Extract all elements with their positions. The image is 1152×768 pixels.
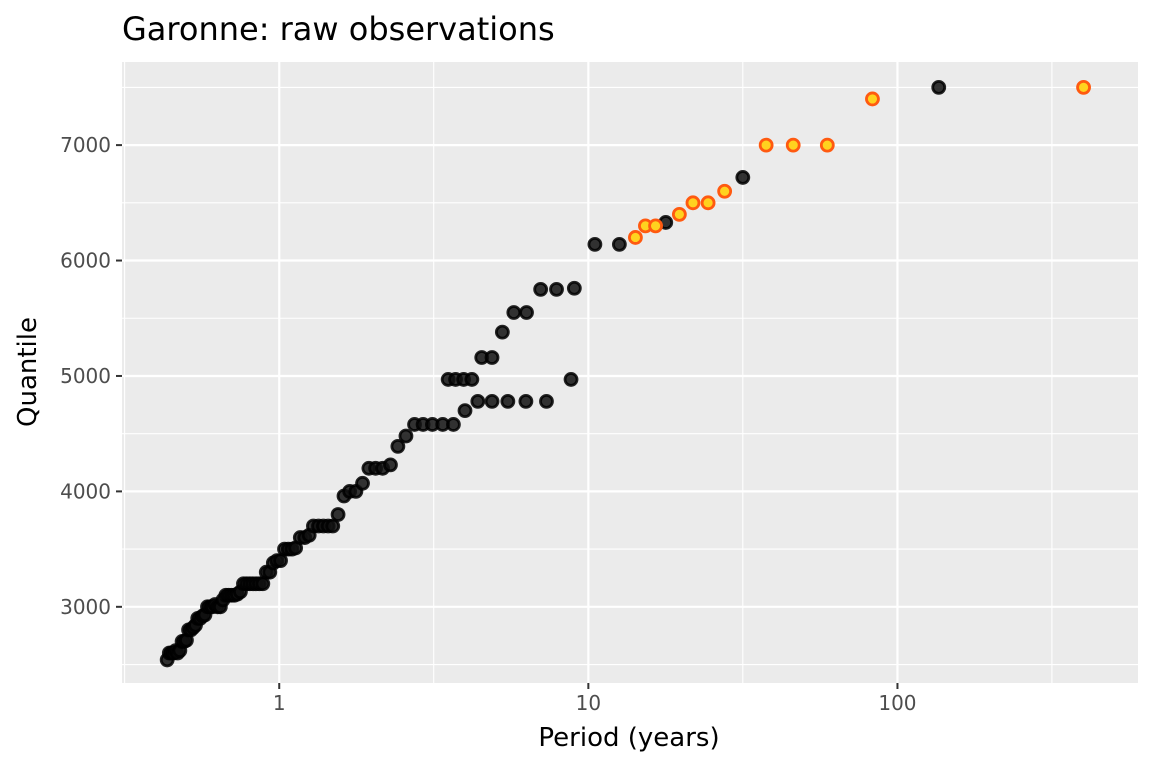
data-point-observed: [500, 393, 516, 409]
data-point-highlighted: [700, 195, 716, 211]
data-point-observed: [519, 305, 534, 320]
data-point-observed: [539, 393, 554, 409]
data-point-observed: [398, 428, 414, 444]
data-point-observed: [383, 457, 398, 473]
data-point-highlighted: [1076, 79, 1091, 95]
data-point-highlighted: [785, 137, 801, 153]
axis-ticks: [116, 144, 899, 689]
data-point-highlighted: [717, 183, 733, 199]
y-tick-label: 4000: [60, 479, 111, 503]
data-point-observed: [484, 393, 500, 409]
y-tick-label: 6000: [60, 249, 111, 273]
data-point-observed: [533, 281, 549, 297]
data-point-observed: [506, 305, 522, 320]
data-point-observed: [587, 236, 603, 252]
data-point-observed: [325, 518, 341, 534]
data-point-observed: [464, 372, 480, 387]
x-tick-label: 100: [878, 691, 916, 715]
data-point-observed: [549, 281, 564, 297]
data-points: [159, 79, 1091, 668]
data-point-observed: [735, 170, 751, 185]
data-point-observed: [931, 79, 947, 95]
data-point-observed: [355, 475, 370, 491]
data-point-observed: [566, 280, 582, 296]
data-point-highlighted: [758, 137, 774, 153]
data-point-observed: [390, 438, 406, 454]
data-point-highlighted: [628, 230, 643, 245]
data-point-observed: [518, 393, 534, 409]
data-point-observed: [470, 393, 486, 409]
data-point-highlighted: [671, 206, 687, 222]
y-tick-label: 3000: [60, 595, 111, 619]
data-point-highlighted: [685, 195, 701, 211]
y-axis-title: Quantile: [13, 317, 43, 427]
y-tick-label: 7000: [60, 133, 111, 157]
data-point-observed: [563, 372, 579, 387]
y-tick-label: 5000: [60, 364, 111, 388]
chart-title: Garonne: raw observations: [122, 10, 555, 48]
data-point-observed: [611, 236, 627, 252]
tick-labels: 1 10 100 3000 4000 5000 6000 7000: [60, 133, 916, 715]
data-point-highlighted: [819, 137, 835, 153]
plot-panel: [122, 62, 1138, 683]
data-point-observed: [494, 324, 510, 340]
x-tick-label: 10: [576, 691, 601, 715]
data-point-observed: [457, 403, 473, 418]
x-tick-label: 1: [273, 691, 286, 715]
major-gridlines: [122, 62, 1138, 683]
data-point-observed: [446, 417, 461, 432]
data-point-observed: [484, 350, 500, 365]
x-axis-title: Period (years): [538, 723, 719, 753]
data-point-highlighted: [648, 218, 663, 234]
data-point-highlighted: [865, 91, 880, 107]
data-point-observed: [330, 507, 346, 522]
